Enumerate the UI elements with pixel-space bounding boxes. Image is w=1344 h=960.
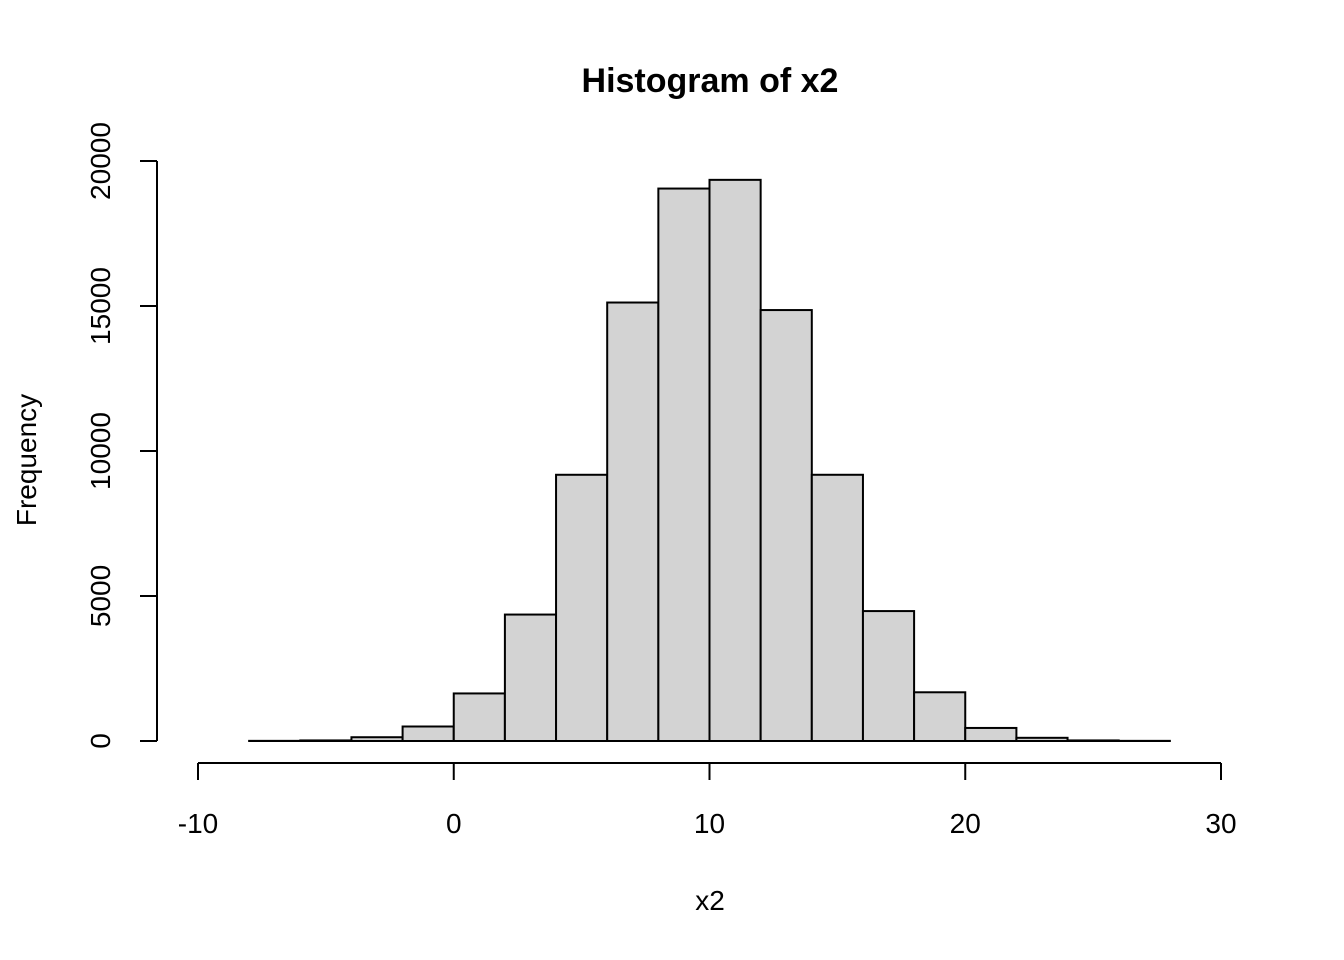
histogram-bar-14 <box>964 726 1018 743</box>
y-axis-label: Frequency <box>11 394 42 526</box>
histogram-bar-2 <box>350 736 404 742</box>
histogram-bar-8 <box>657 187 711 743</box>
x-tick-label: 20 <box>950 808 981 839</box>
histogram-bar-4 <box>452 692 506 743</box>
histogram-bar-11 <box>810 473 864 742</box>
y-tick-label: 0 <box>85 733 116 749</box>
histogram-bar-1 <box>299 739 353 742</box>
y-tick-label: 15000 <box>85 267 116 345</box>
histogram-bar-13 <box>913 691 967 743</box>
histogram-bar-10 <box>759 309 813 742</box>
y-axis: 0 5000 10000 15000 20000 <box>85 122 158 749</box>
y-tick-label: 5000 <box>85 565 116 627</box>
chart-title: Histogram of x2 <box>582 62 839 100</box>
y-tick-label: 20000 <box>85 122 116 200</box>
histogram-bar-7 <box>606 301 660 742</box>
histogram-bar-6 <box>555 473 609 742</box>
histogram-bar-9 <box>708 178 762 743</box>
histogram-bar-5 <box>503 613 558 742</box>
x-tick-label: 10 <box>694 808 725 839</box>
histogram-bars <box>248 178 1171 743</box>
histogram-bar-15 <box>1015 736 1069 742</box>
histogram-bar-12 <box>861 610 916 743</box>
histogram-bar-16 <box>1066 739 1120 742</box>
x-tick-label: 0 <box>446 808 462 839</box>
x-axis-label: x2 <box>695 885 725 916</box>
histogram-bar-3 <box>401 725 455 742</box>
x-tick-label: 30 <box>1205 808 1236 839</box>
x-tick-label: -10 <box>178 808 218 839</box>
y-tick-label: 10000 <box>85 412 116 490</box>
x-axis: -10 0 10 20 30 <box>178 762 1237 839</box>
